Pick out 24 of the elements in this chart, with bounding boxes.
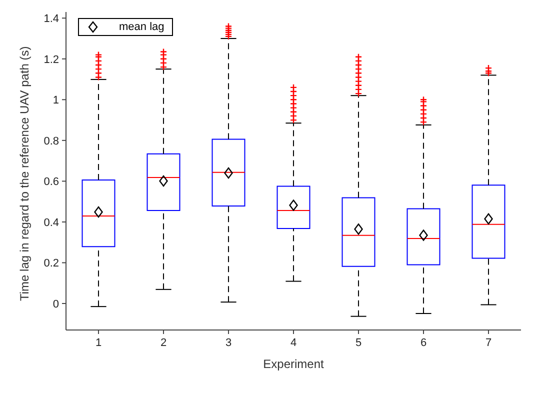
legend-label: mean lag [119, 21, 164, 33]
x-tick-label: 4 [290, 336, 297, 349]
point [224, 167, 233, 179]
point [484, 213, 493, 225]
point [354, 223, 363, 235]
x-tick-label: 3 [225, 336, 232, 349]
x-axis-title: Experiment [263, 357, 325, 371]
x-tick-label: 6 [420, 336, 427, 349]
x-tick-label: 1 [95, 336, 102, 349]
y-tick-label: 0.2 [44, 258, 59, 270]
x-tick-label: 7 [485, 336, 492, 349]
y-tick-label: 1.2 [44, 54, 59, 66]
point [94, 206, 103, 218]
y-tick-label: 0.8 [44, 135, 59, 148]
y-tick-label: 0 [52, 298, 59, 310]
y-tick-label: 1 [52, 94, 59, 107]
x-tick-label: 2 [160, 336, 167, 349]
x-tick-label: 5 [355, 336, 362, 349]
y-axis-title: Time lag in regard to the reference UAV path (s) [17, 46, 32, 301]
point [159, 175, 168, 187]
y-tick-label: 1.4 [44, 13, 59, 26]
point [419, 230, 428, 241]
y-tick-label: 0.4 [44, 216, 59, 229]
y-tick-label: 0.6 [44, 176, 59, 188]
